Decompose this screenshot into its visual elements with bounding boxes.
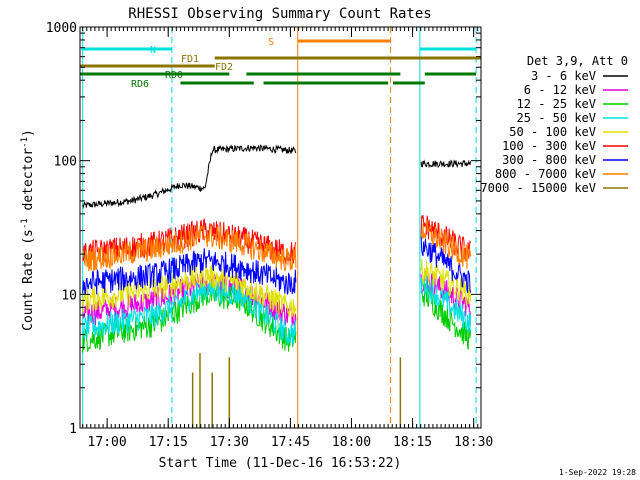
legend-header: Det 3,9, Att 0 <box>527 54 628 68</box>
series-800to7000keV-trace <box>82 218 472 272</box>
flag-label-fd1: FD1 <box>181 54 199 65</box>
legend-label: 3 - 6 keV <box>531 69 596 83</box>
series-layer <box>82 144 472 428</box>
x-tick-label: 18:15 <box>393 435 432 450</box>
y-axis-label: Count Rate (s-1 detector-1) <box>20 129 36 331</box>
x-tick-label: 17:30 <box>210 435 249 450</box>
legend-label: 7000 - 15000 keV <box>480 181 596 195</box>
flag-label-n: N <box>150 45 156 56</box>
plot-frame <box>79 26 482 429</box>
series-300to800keV-trace <box>82 236 472 295</box>
x-axis-label: Start Time (11-Dec-16 16:53:22) <box>159 456 402 471</box>
flag-label-rd0: RD0 <box>165 70 183 81</box>
axes-layer: 17:00 17:15 17:30 17:45 18:00 18:15 18:30 1 10 10… <box>46 21 494 450</box>
y-tick-label: 1 <box>69 422 77 437</box>
legend-label: 100 - 300 keV <box>502 139 596 153</box>
x-tick-label: 17:15 <box>149 435 188 450</box>
plot-area-layer <box>82 27 477 428</box>
y-tick-label: 100 <box>54 155 77 170</box>
x-tick-label: 18:00 <box>332 435 371 450</box>
legend-label: 800 - 7000 keV <box>495 167 596 181</box>
chart-title: RHESSI Observing Summary Count Rates <box>128 6 431 22</box>
flag-label-rd6: RD6 <box>131 79 149 90</box>
legend-label: 25 - 50 keV <box>517 111 596 125</box>
series-12to25keV-trace <box>82 282 472 353</box>
legend-label: 300 - 800 keV <box>502 153 596 167</box>
legend-label: 12 - 25 keV <box>517 97 596 111</box>
x-tick-label: 17:45 <box>271 435 310 450</box>
flag-label-s: S <box>268 37 274 48</box>
series-50to100keV-trace <box>82 258 472 318</box>
x-tick-label: 18:30 <box>454 435 493 450</box>
y-tick-label: 1000 <box>46 21 77 36</box>
flag-label-fd2: FD2 <box>215 62 233 73</box>
series-3to6keV-trace <box>82 144 472 209</box>
footer-date: 1-Sep-2022 19:28 <box>559 468 636 477</box>
x-tick-label: 17:00 <box>88 435 127 450</box>
legend-label: 6 - 12 keV <box>524 83 596 97</box>
y-tick-label: 10 <box>61 288 77 303</box>
legend-label: 50 - 100 keV <box>509 125 596 139</box>
flags-layer: N S FD1 FD2 RD0 RD6 <box>80 37 481 90</box>
